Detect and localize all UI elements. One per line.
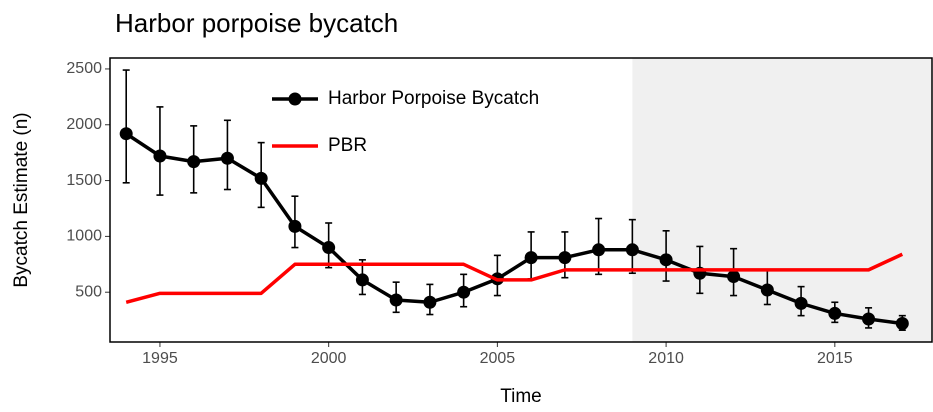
data-point — [828, 306, 842, 320]
chart-title: Harbor porpoise bycatch — [115, 8, 398, 38]
legend-marker — [288, 92, 302, 106]
data-point — [220, 151, 234, 165]
x-tick-label: 2015 — [817, 350, 853, 367]
highlight-region — [632, 58, 932, 342]
y-tick-label: 1000 — [66, 228, 102, 245]
data-point — [423, 295, 437, 309]
data-point — [862, 312, 876, 326]
data-point — [389, 293, 403, 307]
error-bar — [122, 69, 130, 184]
data-point — [558, 251, 572, 265]
legend-label: Harbor Porpoise Bycatch — [328, 88, 539, 109]
data-point — [659, 253, 673, 267]
y-tick-label: 2000 — [66, 116, 102, 133]
y-tick-label: 500 — [75, 283, 102, 300]
data-point — [119, 127, 133, 141]
data-point — [355, 273, 369, 287]
data-point — [187, 155, 201, 169]
data-point — [760, 283, 774, 297]
x-axis-label: Time — [500, 386, 542, 407]
x-tick-label: 2005 — [480, 350, 516, 367]
x-tick-label: 2010 — [648, 350, 684, 367]
data-point — [592, 243, 606, 257]
data-point — [895, 316, 909, 330]
data-point — [625, 243, 639, 257]
y-tick-label: 2500 — [66, 60, 102, 77]
x-tick-label: 2000 — [311, 350, 347, 367]
series-line — [125, 252, 904, 304]
data-point — [153, 149, 167, 163]
data-point — [727, 270, 741, 284]
data-point — [322, 241, 336, 255]
data-point — [254, 171, 268, 185]
data-point — [288, 219, 302, 233]
data-point — [524, 251, 538, 265]
y-tick-label: 1500 — [66, 172, 102, 189]
x-tick-label: 1995 — [142, 350, 178, 367]
legend-label: PBR — [328, 135, 367, 156]
y-axis-label: Bycatch Estimate (n) — [11, 112, 32, 287]
data-point — [457, 285, 471, 299]
data-point — [794, 296, 808, 310]
plot-border — [109, 57, 933, 343]
